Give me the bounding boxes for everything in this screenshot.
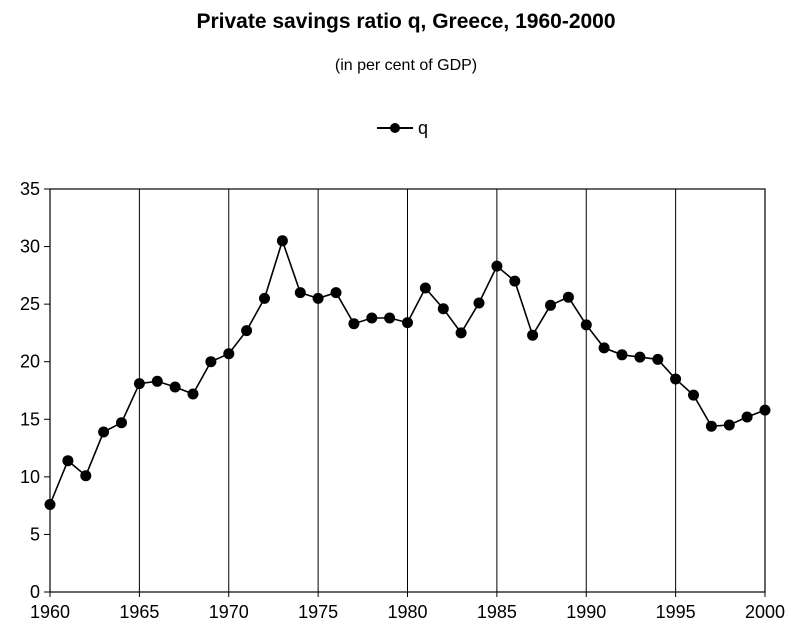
x-tick-label-1980: 1980	[387, 602, 427, 622]
data-point-1962	[80, 470, 92, 482]
x-axis: 1960 1965 1970 1975 1980 1985 1990 1995 2000	[30, 592, 785, 622]
data-point-2000	[759, 404, 771, 416]
x-tick-label-1960: 1960	[30, 602, 70, 622]
data-point-1961	[62, 455, 74, 467]
data-point-1971	[241, 325, 253, 337]
data-point-1968	[187, 388, 199, 400]
data-point-1978	[366, 312, 378, 324]
x-tick-label-1985: 1985	[477, 602, 517, 622]
y-axis: 0 5 10 15 20 25 30 35	[20, 179, 50, 602]
data-point-1965	[133, 378, 145, 390]
data-point-1972	[259, 292, 270, 304]
data-point-1973	[276, 235, 288, 247]
data-point-1969	[205, 356, 217, 368]
y-tick-label-5: 5	[30, 524, 40, 544]
data-point-1964	[116, 417, 127, 429]
data-point-1993	[634, 351, 646, 363]
data-point-1963	[98, 426, 110, 438]
y-tick-label-10: 10	[20, 467, 40, 487]
x-tick-label-1995: 1995	[656, 602, 696, 622]
y-tick-label-25: 25	[20, 294, 40, 314]
data-point-1996	[688, 389, 699, 401]
y-tick-label-30: 30	[20, 237, 40, 257]
x-tick-label-1970: 1970	[209, 602, 249, 622]
data-point-1986	[509, 275, 521, 287]
data-point-1975	[312, 292, 324, 304]
legend-label: q	[418, 118, 428, 138]
data-point-1967	[169, 381, 181, 393]
data-point-1966	[151, 375, 163, 387]
data-point-1977	[348, 318, 360, 330]
data-point-1985	[491, 260, 503, 272]
data-point-1982	[437, 303, 449, 315]
data-point-1995	[670, 373, 682, 385]
chart-subtitle: (in per cent of GDP)	[335, 57, 477, 74]
data-point-1994	[652, 353, 664, 365]
gridlines	[138, 189, 677, 592]
data-point-1989	[562, 291, 574, 303]
data-point-1992	[616, 349, 628, 361]
x-tick-label-1990: 1990	[566, 602, 606, 622]
data-point-1974	[294, 287, 306, 299]
data-point-1981	[419, 282, 431, 294]
x-tick-label-2000: 2000	[745, 602, 785, 622]
y-tick-label-20: 20	[20, 352, 40, 372]
y-tick-label-35: 35	[20, 179, 40, 199]
series-points-q	[44, 235, 771, 510]
data-point-1980	[402, 317, 413, 329]
data-point-1997	[705, 420, 717, 432]
data-point-1990	[580, 319, 592, 331]
y-tick-label-0: 0	[30, 582, 40, 602]
data-point-1991	[598, 342, 610, 354]
data-point-1988	[545, 299, 556, 311]
legend-marker-sample	[390, 123, 400, 133]
chart-title: Private savings ratio q, Greece, 1960-20…	[196, 10, 615, 33]
x-tick-label-1975: 1975	[298, 602, 338, 622]
x-tick-label-1965: 1965	[119, 602, 159, 622]
data-point-1976	[330, 287, 342, 299]
legend: q	[377, 118, 428, 138]
data-point-1970	[223, 348, 235, 360]
y-tick-label-15: 15	[20, 409, 40, 429]
data-point-1979	[384, 312, 396, 324]
data-point-1960	[44, 499, 56, 510]
data-point-1999	[741, 411, 753, 423]
data-point-1983	[455, 327, 467, 339]
data-point-1987	[527, 329, 539, 341]
data-point-1984	[473, 297, 485, 309]
data-point-1998	[723, 419, 735, 431]
